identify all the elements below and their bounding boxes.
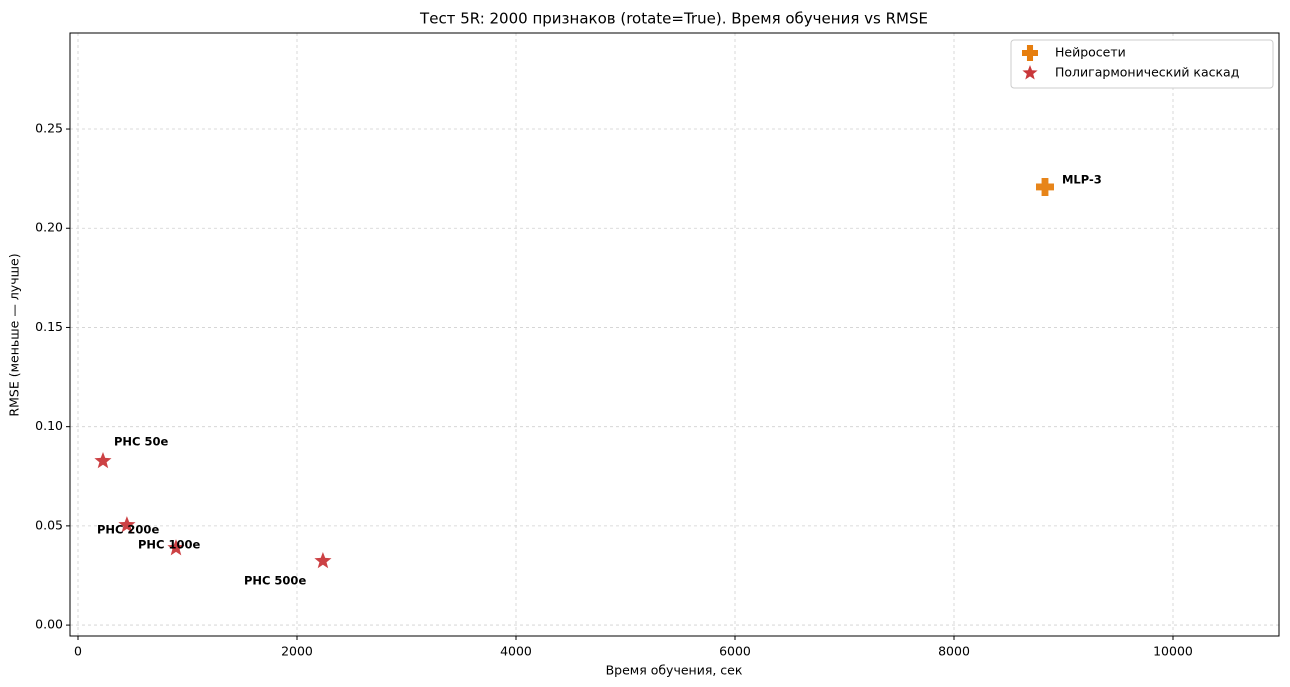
y-tick-label: 0.10 [35, 418, 63, 433]
x-tick-label: 10000 [1153, 644, 1193, 659]
x-tick-label: 6000 [719, 644, 751, 659]
point-label: PHC 100e [138, 538, 201, 552]
point-label: MLP-3 [1062, 172, 1102, 186]
x-tick-label: 0 [74, 644, 82, 659]
x-axis-label: Время обучения, сек [606, 663, 743, 678]
y-axis-label: RMSE (меньше — лучше) [7, 253, 22, 416]
point-label: PHC 200e [97, 523, 160, 537]
legend-marker [1022, 45, 1038, 61]
y-tick-label: 0.15 [35, 319, 63, 334]
chart-title: Тест 5R: 2000 признаков (rotate=True). В… [419, 10, 928, 28]
point [167, 539, 185, 556]
x-tick-label: 4000 [500, 644, 532, 659]
point [1035, 177, 1054, 196]
y-tick-label: 0.00 [35, 617, 63, 632]
y-tick-label: 0.20 [35, 220, 63, 235]
legend-marker [1022, 65, 1038, 80]
point-label: PHC 50e [114, 434, 168, 448]
legend-label: Нейросети [1055, 45, 1126, 60]
legend-label: Полигармонический каскад [1055, 65, 1239, 80]
legend-box [1010, 39, 1274, 89]
point [314, 552, 332, 569]
y-tick-label: 0.25 [35, 121, 63, 136]
y-tick-label: 0.05 [35, 517, 63, 532]
point [94, 452, 112, 469]
point [118, 516, 136, 533]
point-label: PHC 500e [244, 573, 307, 587]
x-tick-label: 8000 [938, 644, 970, 659]
x-tick-label: 2000 [281, 644, 313, 659]
plot-frame [69, 32, 1280, 637]
